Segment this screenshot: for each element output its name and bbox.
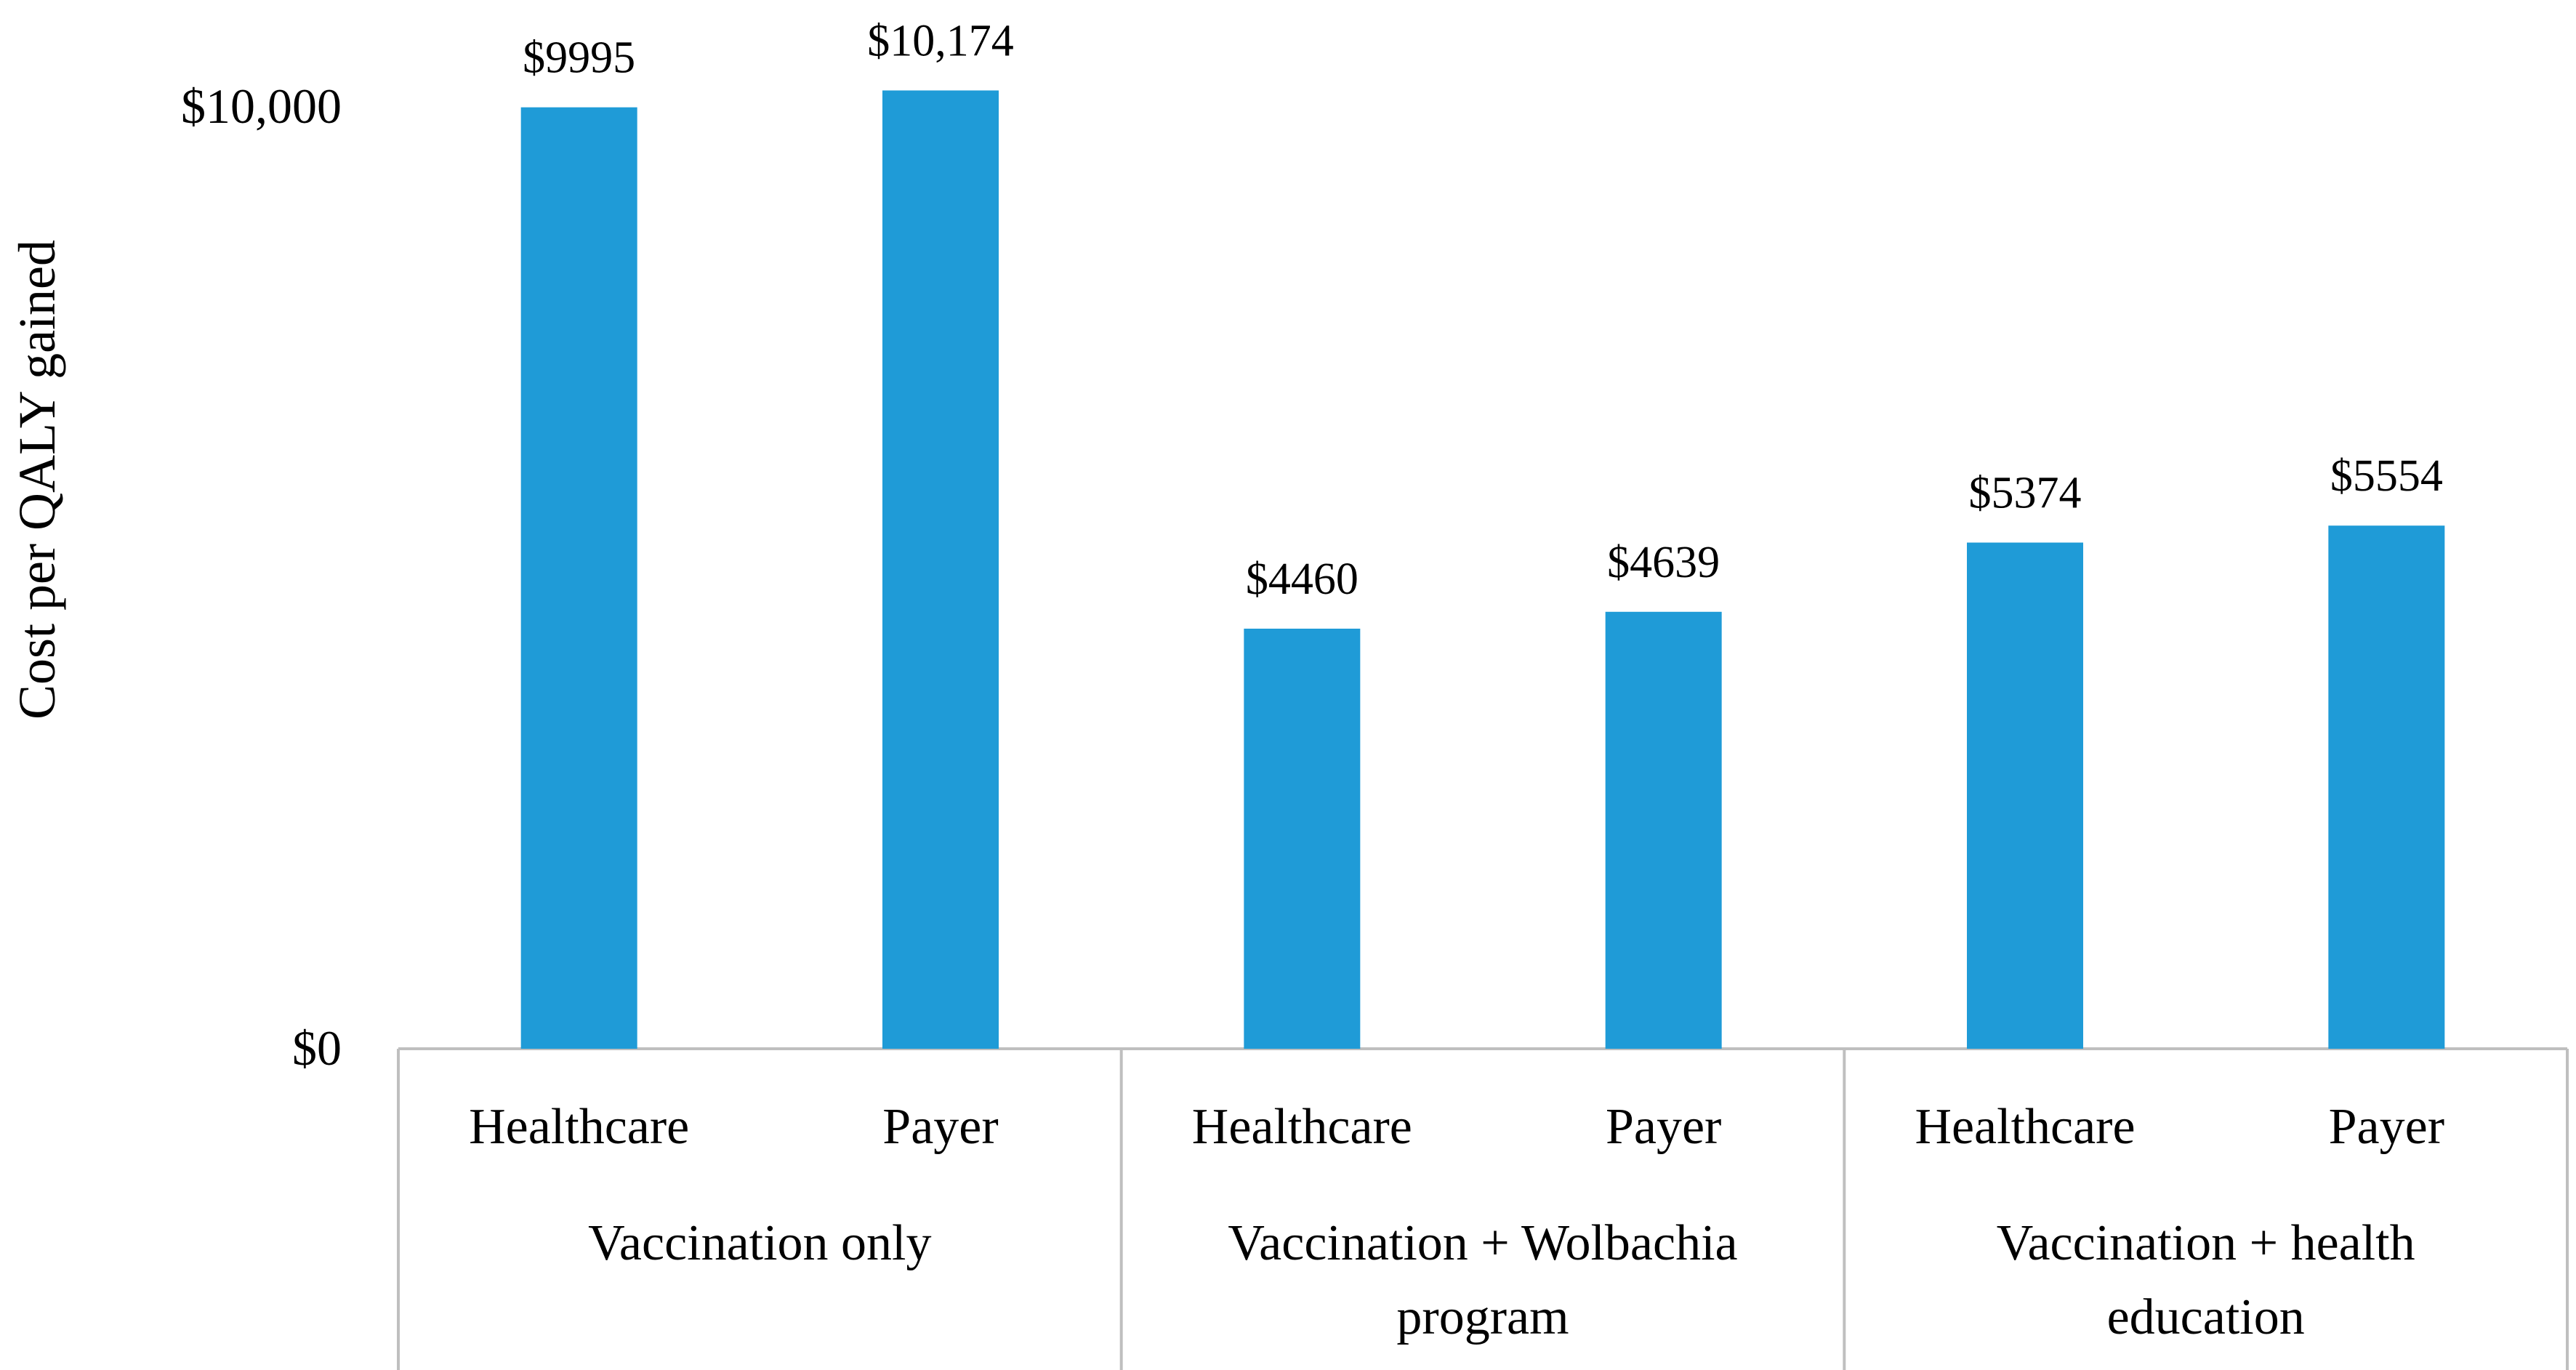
bar: [1605, 611, 1722, 1049]
data-label: $5554: [2330, 451, 2443, 501]
bar: [1967, 542, 2083, 1049]
category-label: Payer: [1606, 1099, 1721, 1155]
data-labels: $9995 $10,174 $4460 $4639 $5374 $5554: [523, 16, 2443, 604]
data-label: $9995: [523, 33, 635, 83]
bar: [882, 90, 999, 1049]
x-axis: Healthcare Payer Healthcare Payer Healthcare…: [469, 1099, 2444, 1345]
category-label: Healthcare: [469, 1099, 689, 1155]
y-axis: $0 $10,000: [181, 78, 342, 1076]
data-label: $10,174: [867, 16, 1014, 65]
data-label: $5374: [1969, 469, 2082, 518]
y-tick-label: $10,000: [181, 78, 342, 134]
category-label: Healthcare: [1915, 1099, 2135, 1155]
data-label: $4460: [1246, 555, 1359, 604]
group-label: education: [2107, 1289, 2305, 1345]
axis-frame: [397, 1047, 2569, 1370]
y-tick-label: $0: [292, 1020, 342, 1076]
category-label: Healthcare: [1192, 1099, 1412, 1155]
group-label: Vaccination + health: [1997, 1215, 2415, 1271]
data-label: $4639: [1607, 538, 1720, 587]
group-label: Vaccination only: [588, 1215, 931, 1271]
group-label: Vaccination + Wolbachia: [1228, 1215, 1737, 1271]
bar: [1244, 628, 1361, 1049]
group-label: program: [1396, 1289, 1569, 1345]
bar: [520, 107, 637, 1049]
category-label: Payer: [2329, 1099, 2444, 1155]
category-label: Payer: [882, 1099, 998, 1155]
bar-series: [520, 90, 2445, 1049]
y-axis-title: Cost per QALY gained: [8, 240, 66, 720]
bar: [2328, 525, 2445, 1049]
